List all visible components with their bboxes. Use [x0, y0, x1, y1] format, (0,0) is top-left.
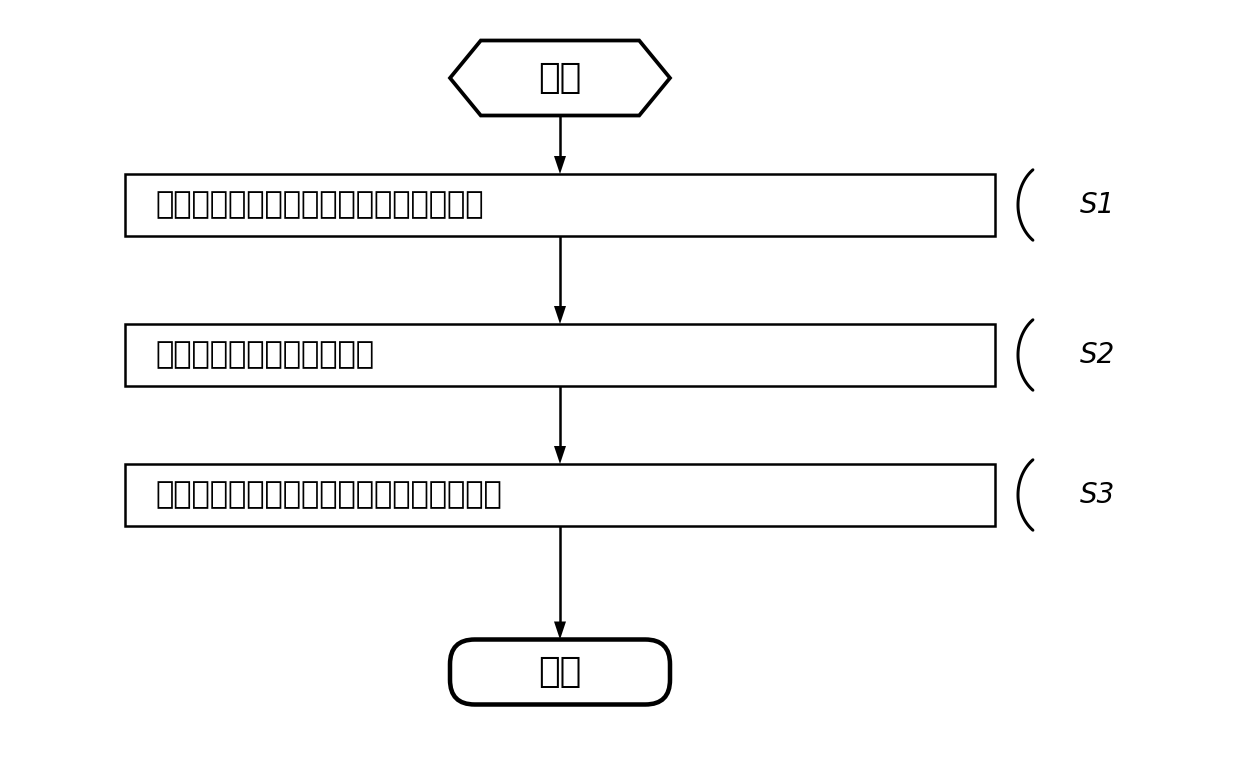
Text: S1: S1: [1080, 191, 1115, 219]
Text: 根据用户的模式选择请求输出开关控制指令: 根据用户的模式选择请求输出开关控制指令: [155, 480, 502, 510]
Text: 开始: 开始: [538, 61, 582, 95]
Bar: [125, 174, 994, 236]
Text: 采集每个功率模块的输出电压和输出电流: 采集每个功率模块的输出电压和输出电流: [155, 190, 484, 219]
Bar: [125, 464, 994, 526]
Polygon shape: [554, 306, 565, 324]
Text: 接收上位机发送的配置文件: 接收上位机发送的配置文件: [155, 340, 374, 370]
Polygon shape: [554, 156, 565, 174]
Polygon shape: [450, 40, 670, 116]
Text: S2: S2: [1080, 341, 1115, 369]
Text: S3: S3: [1080, 481, 1115, 509]
Polygon shape: [554, 622, 565, 639]
FancyBboxPatch shape: [450, 639, 670, 705]
Text: 结束: 结束: [538, 655, 582, 689]
Polygon shape: [554, 446, 565, 464]
Bar: [125, 324, 994, 386]
